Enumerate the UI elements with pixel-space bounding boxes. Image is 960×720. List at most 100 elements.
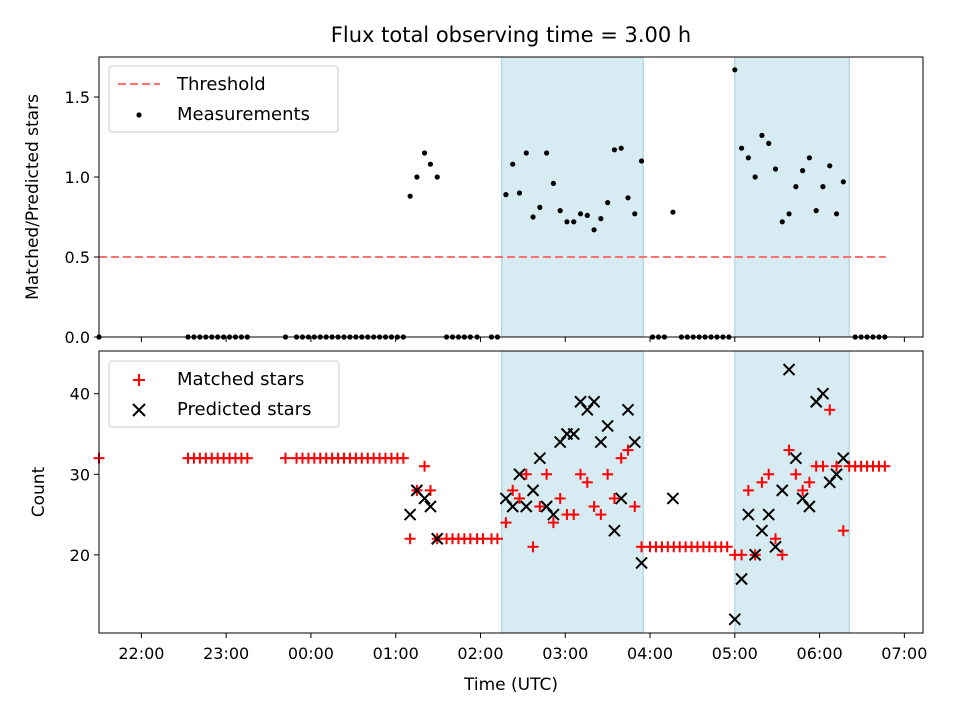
measurement-point: [523, 150, 529, 156]
observing-window-1: [501, 56, 644, 338]
x-axis-label: Time (UTC): [463, 675, 558, 695]
matched-star-marker: [513, 492, 525, 504]
predicted-star-marker: [608, 524, 621, 537]
matched-star-marker: [721, 541, 733, 553]
top-y-axis-label: Matched/Predicted stars: [23, 94, 43, 300]
matched-star-marker: [602, 468, 614, 480]
predicted-star-marker: [776, 484, 789, 497]
predicted-star-marker: [748, 548, 762, 562]
observing-window-1: [501, 350, 644, 634]
measurement-point: [833, 211, 840, 217]
predicted-star-marker: [628, 435, 641, 449]
predicted-star-marker: [520, 500, 533, 513]
measurement-point: [766, 140, 772, 146]
matched-star-marker: [547, 517, 559, 529]
top-y-tick-label: 1.0: [65, 168, 90, 187]
predicted-star-marker: [403, 508, 417, 521]
measurement-point: [786, 211, 792, 217]
measurements-legend-label: Measurements: [177, 104, 310, 125]
measurement-point: [611, 147, 618, 153]
measurement-point: [738, 145, 745, 151]
matched-star-marker: [837, 525, 849, 537]
predicted-star-marker: [424, 500, 437, 513]
bottom-plot-frame: [98, 350, 924, 634]
predicted-star-marker: [594, 435, 608, 449]
measurement-point: [638, 158, 645, 164]
chart-title: Flux total observing time = 3.00 h: [331, 23, 691, 47]
matched-legend-swatch: [133, 374, 145, 386]
measurement-point: [745, 155, 751, 161]
measurement-point: [625, 195, 631, 201]
measurement-point: [840, 179, 846, 185]
bottom-panel: 20 30 40 22:00 23:00 00:00 01:00 02:00 03:00 04:…: [29, 350, 927, 695]
measurement-point: [434, 174, 440, 180]
measurement-point: [516, 190, 523, 196]
measurement-point: [503, 192, 509, 198]
predicted-star-marker: [587, 395, 601, 408]
bottom-legend-box: [108, 360, 340, 428]
measurement-point: [571, 219, 577, 225]
top-panel: 0.0 0.5 1.0 1.5 Matched/Predicted stars Thr…: [23, 56, 924, 347]
top-legend: Threshold Measurements: [108, 65, 339, 133]
predicted-star-marker: [789, 451, 803, 465]
matched-star-marker: [608, 492, 620, 504]
predicted-star-marker: [837, 451, 850, 465]
matched-star-marker: [534, 501, 546, 513]
predicted-star-marker: [735, 572, 748, 586]
matched-star-marker: [595, 509, 607, 521]
top-legend-box: [108, 65, 339, 133]
x-tick-label: 22:00: [118, 644, 164, 663]
matched-star-marker: [622, 444, 634, 456]
measurement-point: [632, 211, 638, 217]
measurement-point: [670, 209, 676, 215]
measurement-point: [537, 204, 543, 210]
measurement-point: [779, 219, 785, 225]
measurement-point: [806, 155, 813, 161]
x-tick-label: 02:00: [457, 644, 503, 663]
matched-star-marker: [280, 452, 292, 464]
predicted-star-marker: [601, 419, 614, 433]
x-tick-label: 03:00: [542, 644, 588, 663]
matched-star-marker: [554, 492, 566, 504]
predicted-legend-swatch: [132, 403, 146, 417]
matched-star-marker: [629, 501, 641, 513]
matched-star-marker: [736, 549, 748, 561]
matched-star-marker: [404, 533, 416, 545]
x-tick-label: 06:00: [797, 644, 843, 663]
x-tick-label: 00:00: [288, 644, 334, 663]
predicted-star-marker: [830, 468, 843, 481]
measurement-point: [827, 163, 833, 169]
observing-window-2: [734, 350, 850, 634]
matched-star-marker: [769, 533, 781, 545]
matched-star-marker: [797, 484, 809, 496]
predicted-star-marker: [431, 532, 444, 545]
measurement-point: [530, 214, 536, 220]
x-tick-label: 07:00: [881, 644, 927, 663]
bottom-y-tick-label: 40: [70, 385, 90, 404]
measurement-point: [800, 168, 806, 174]
measurement-point: [605, 200, 611, 206]
measurement-point: [793, 184, 799, 190]
matched-star-marker: [803, 476, 815, 488]
measurement-point: [544, 150, 550, 156]
matched-star-marker: [790, 468, 802, 480]
matched-star-marker: [527, 541, 539, 553]
top-y-tick-label: 0.0: [65, 328, 90, 347]
predicted-star-marker: [728, 613, 742, 626]
matched-star-marker: [419, 460, 431, 472]
matched-star-marker: [817, 460, 829, 472]
measurement-point: [772, 166, 779, 172]
matched-star-marker: [831, 460, 843, 472]
predicted-star-marker: [803, 500, 816, 513]
measurement-point: [421, 150, 428, 156]
matched-star-marker: [575, 468, 587, 480]
top-y-tick-label: 1.5: [65, 88, 90, 107]
measurement-point: [564, 219, 570, 225]
matched-star-marker: [824, 404, 836, 416]
observing-window-2: [734, 56, 850, 338]
matched-star-marker: [491, 533, 503, 545]
measurement-point: [618, 145, 624, 151]
matched-legend-label: Matched stars: [177, 369, 304, 390]
measurements-legend-swatch: [136, 112, 142, 118]
